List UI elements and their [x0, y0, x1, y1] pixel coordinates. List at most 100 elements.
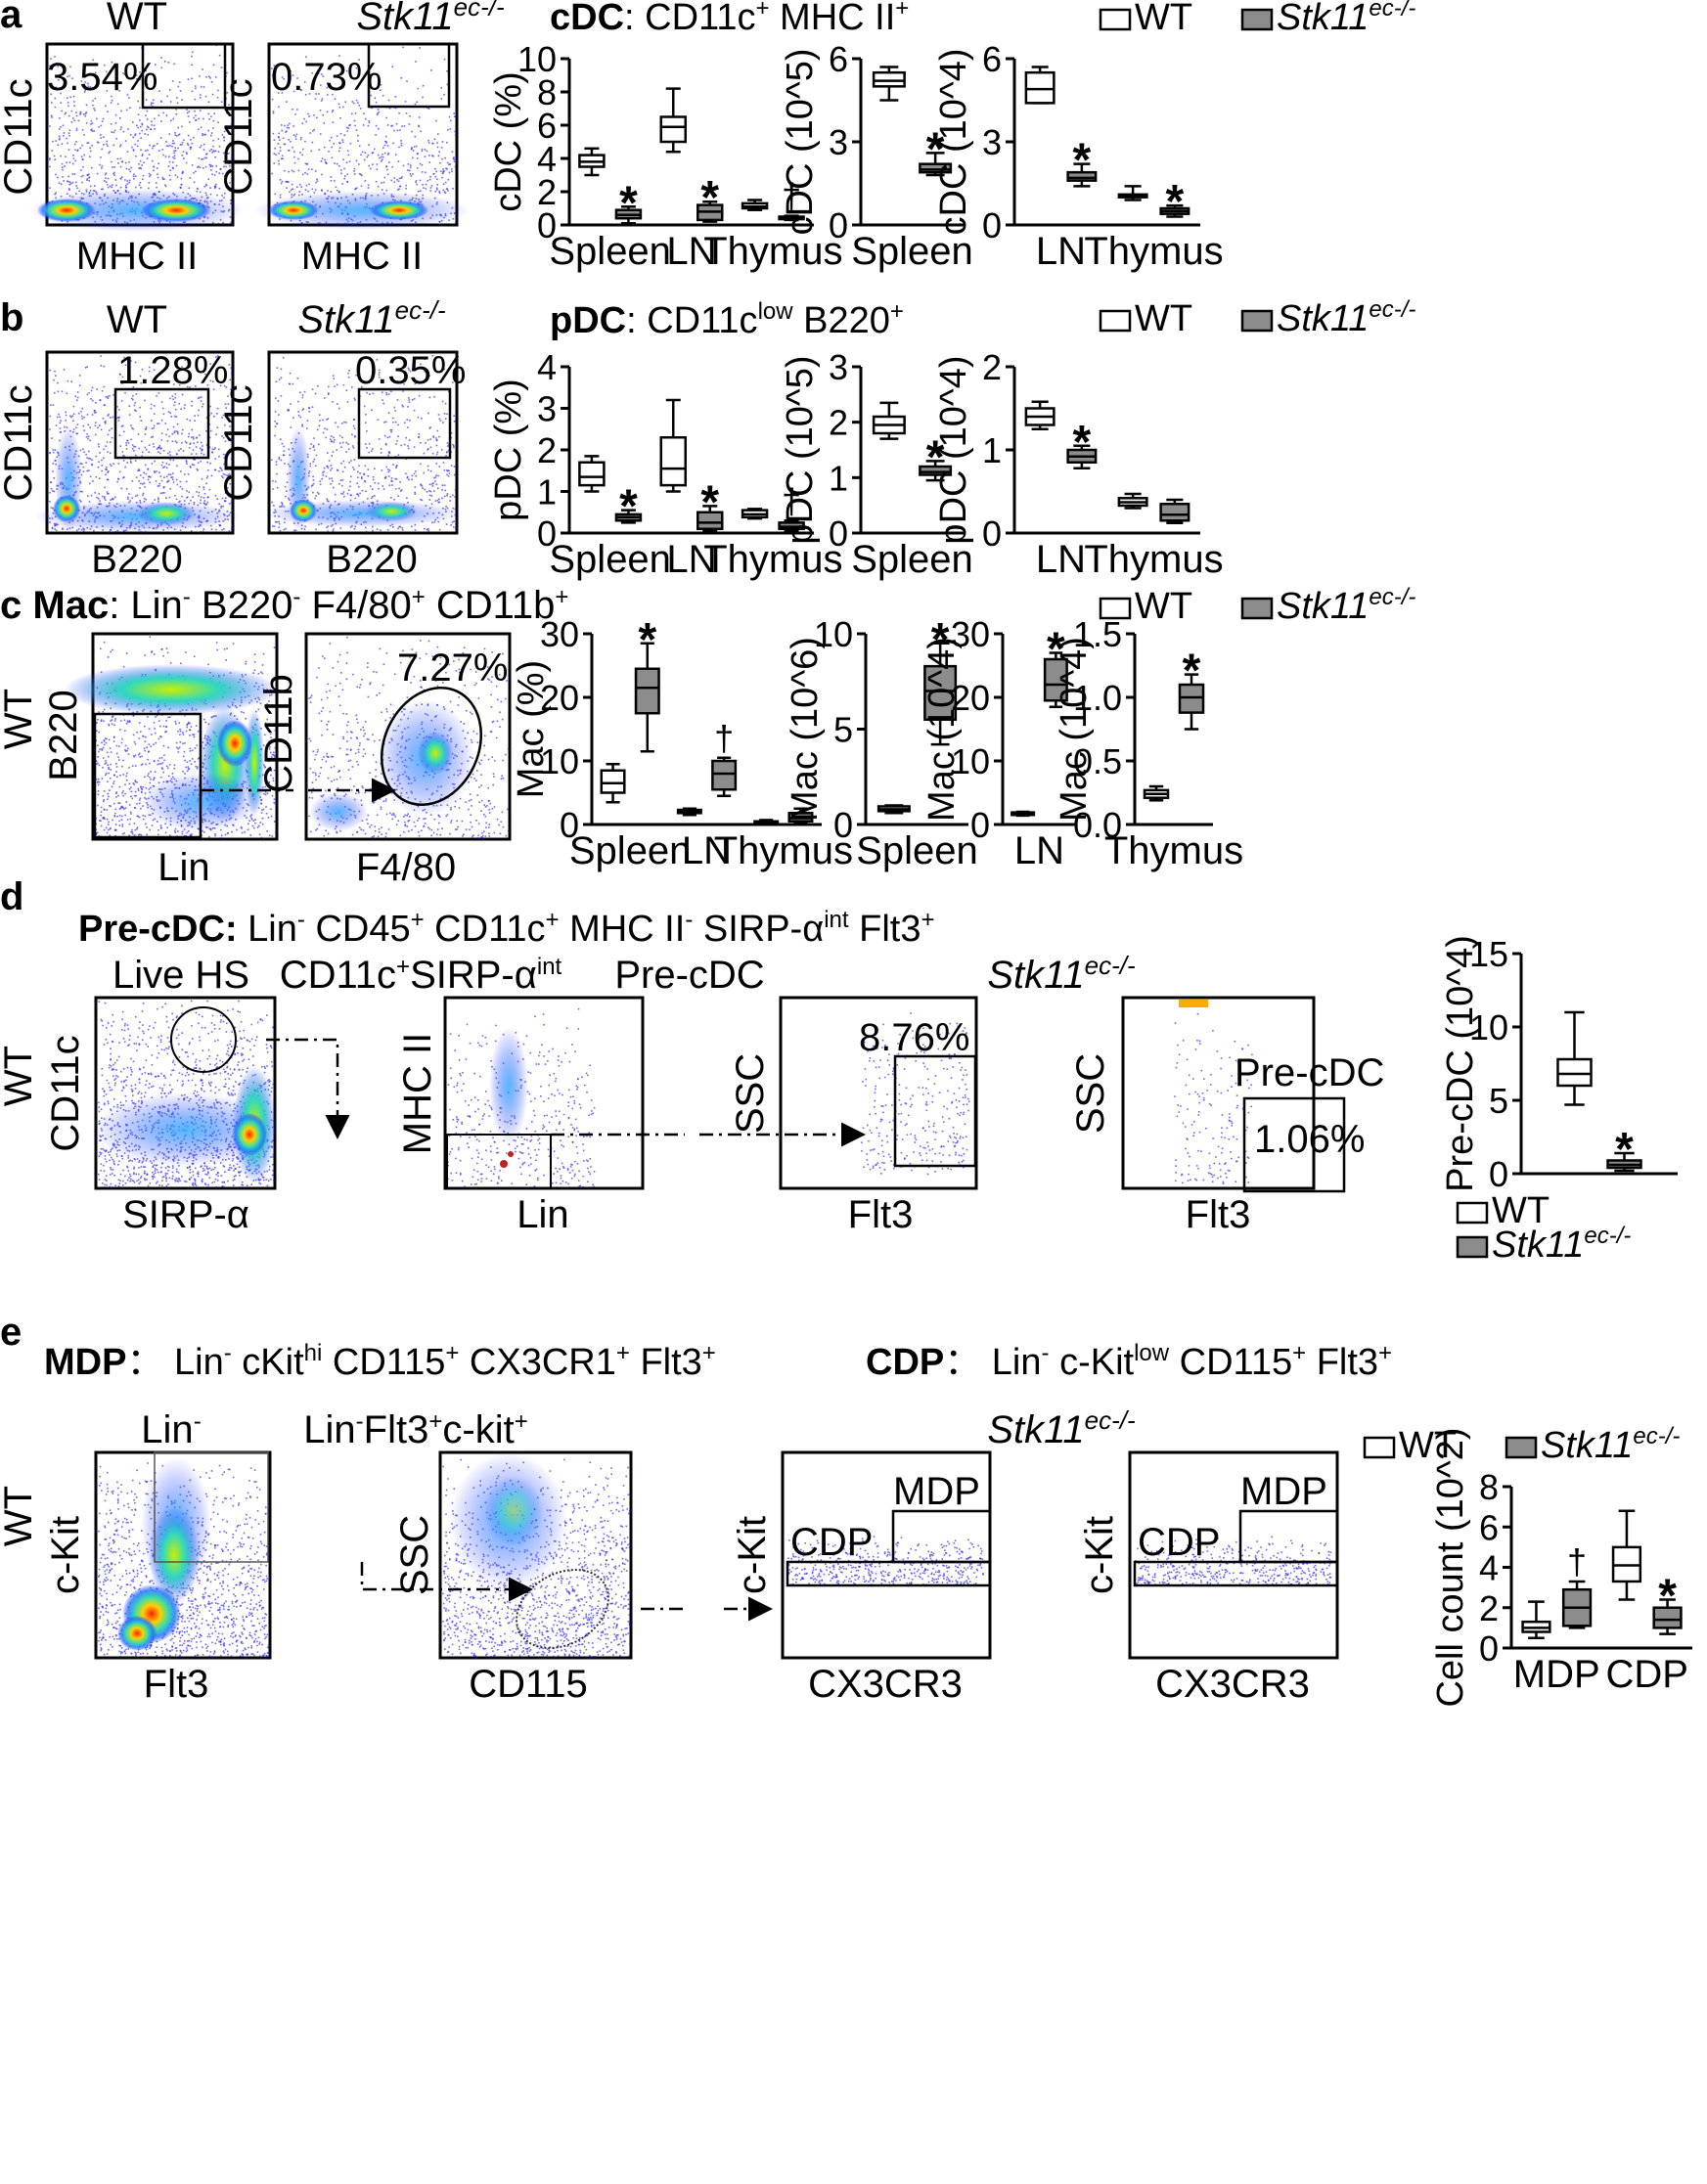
flow-event-dot: [119, 177, 122, 180]
flow-event-dot: [172, 383, 175, 385]
flow-event-dot: [82, 470, 85, 472]
flow-event-dot: [107, 478, 110, 481]
flow-event-dot: [371, 497, 373, 500]
flow-event-dot: [427, 179, 429, 182]
flow-event-dot: [334, 385, 336, 387]
flow-event-dot: [363, 473, 366, 475]
flow-event-dot: [268, 700, 270, 702]
flow-event-dot: [196, 768, 199, 770]
flow-event-dot: [111, 719, 113, 721]
flow-event-dot: [53, 490, 56, 493]
flow-event-dot: [216, 413, 218, 415]
flow-event-dot: [161, 762, 164, 764]
flow-event-dot: [377, 112, 379, 114]
flow-event-dot: [407, 406, 409, 408]
flow-event-dot: [212, 64, 215, 67]
flow-event-dot: [303, 528, 306, 530]
flow-event-dot: [361, 151, 364, 154]
flow-event-dot: [422, 96, 424, 99]
flow-event-dot: [121, 825, 124, 827]
flow-event-dot: [138, 737, 141, 739]
flow-event-dot: [437, 501, 440, 504]
box-iqr: [1159, 503, 1190, 522]
flow-event-dot: [87, 435, 90, 437]
flow-event-dot: [82, 165, 84, 168]
flow-event-dot: [392, 526, 394, 528]
flow-event-dot: [327, 418, 330, 420]
flow-event-dot: [193, 735, 196, 738]
flow-event-dot: [194, 415, 196, 417]
flow-event-dot: [211, 93, 214, 96]
flow-event-dot: [378, 127, 380, 130]
flow-event-dot: [343, 167, 345, 170]
flow-event-dot: [359, 108, 362, 110]
flow-event-dot: [351, 112, 353, 115]
flow-event-dot: [75, 529, 78, 532]
flow-event-dot: [450, 119, 452, 122]
flow-event-dot: [114, 496, 116, 499]
flow-event-dot: [325, 436, 328, 439]
flow-event-dot: [431, 143, 434, 145]
flow-event-dot: [453, 520, 455, 522]
box-ko: †: [778, 176, 805, 222]
flow-event-dot: [372, 734, 374, 735]
flow-event-dot: [215, 183, 217, 186]
flow-event-dot: [378, 369, 381, 372]
flow-event-dot: [80, 411, 82, 413]
flow-event-dot: [89, 156, 91, 157]
flow-event-dot: [130, 397, 133, 400]
flow-event-dot: [119, 144, 122, 146]
flow-event-dot: [507, 747, 510, 750]
flow-event-dot: [371, 488, 374, 490]
flow-event-dot: [452, 188, 454, 190]
flow-event-dot: [351, 101, 354, 103]
panel-b-title: pDC: CD11clow B220+: [550, 298, 904, 341]
flow-event-dot: [186, 463, 188, 465]
flow-event-dot: [181, 366, 183, 368]
flow-event-dot: [167, 62, 170, 64]
flow-event-dot: [410, 148, 413, 151]
flow-event-dot: [141, 755, 143, 758]
flow-event-dot: [205, 156, 207, 159]
flow-event-dot: [337, 407, 340, 410]
flow-event-dot: [105, 826, 108, 829]
flow-event-dot: [483, 754, 486, 757]
flow-event-dot: [327, 94, 329, 96]
x-category-label: Spleen: [549, 538, 671, 581]
flow-event-dot: [428, 499, 431, 501]
flow-event-dot: [175, 441, 178, 444]
flow-event-dot: [69, 415, 71, 418]
flow-event-dot: [380, 84, 382, 86]
flow-event-dot: [274, 147, 276, 150]
flow-event-dot: [168, 156, 170, 157]
y-tick-label: 4: [537, 139, 557, 179]
flow-event-dot: [322, 431, 325, 434]
flow-event-dot: [167, 716, 169, 719]
flow-event-dot: [443, 495, 446, 498]
flow-event-dot: [75, 111, 77, 113]
flow-event-dot: [158, 763, 160, 765]
flow-event-dot: [223, 436, 225, 439]
flow-event-dot: [108, 470, 110, 472]
flow-event-dot: [85, 189, 88, 191]
flow-event-dot: [169, 179, 171, 181]
flow-event-dot: [153, 760, 156, 763]
flow-event-dot: [139, 71, 141, 73]
flow-event-dot: [312, 482, 315, 485]
flow-event-dot: [136, 827, 138, 830]
flow-event-dot: [181, 172, 184, 174]
flow-event-dot: [132, 715, 135, 717]
flow-event-dot: [342, 383, 345, 386]
flow-event-dot: [171, 773, 174, 775]
flow-event-dot: [148, 370, 151, 373]
flow-event-dot: [49, 125, 51, 127]
flow-event-dot: [113, 829, 116, 831]
flow-event-dot: [205, 153, 208, 156]
flow-event-dot: [112, 172, 114, 175]
flow-event-dot: [451, 170, 453, 173]
flow-event-dot: [290, 69, 292, 72]
flow-event-dot: [176, 430, 178, 432]
flow-event-dot: [249, 834, 251, 836]
flow-event-dot: [118, 745, 120, 747]
flow-event-dot: [181, 144, 183, 146]
